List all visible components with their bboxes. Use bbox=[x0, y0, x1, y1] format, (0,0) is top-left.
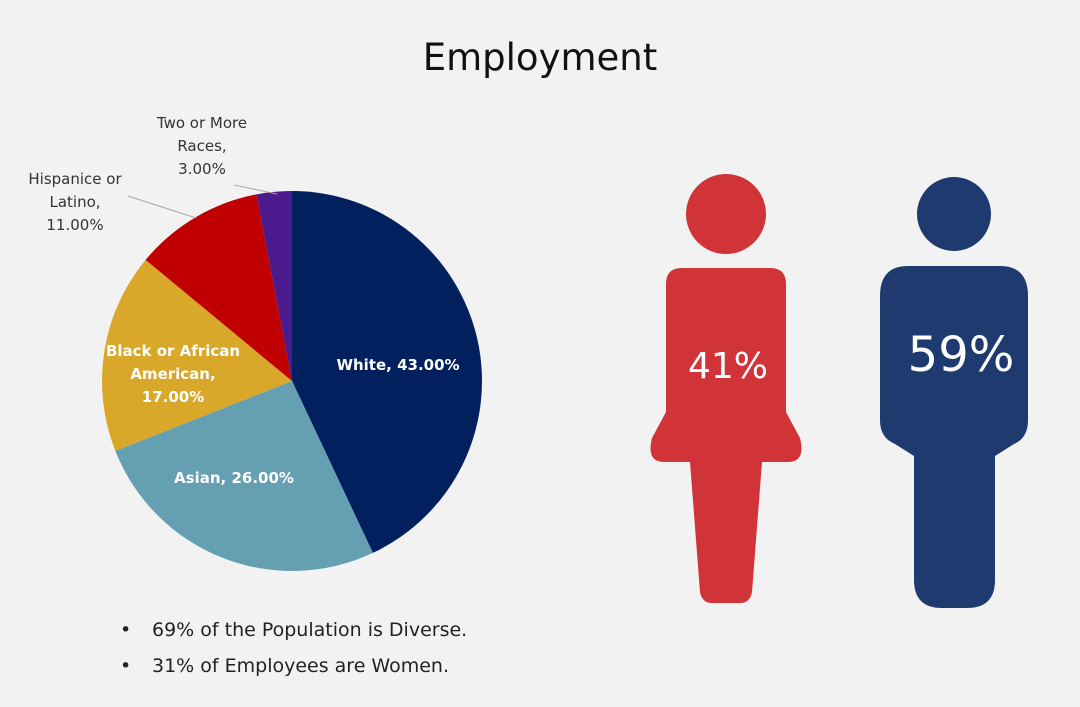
slice-label: Two or More Races, 3.00% bbox=[156, 114, 247, 178]
bullet-dot: • bbox=[120, 619, 132, 641]
slice-label: Asian, 26.00% bbox=[174, 469, 294, 487]
pie-slice-asian bbox=[115, 381, 373, 571]
slice-label-line: American, bbox=[130, 365, 215, 383]
slice-label-line: Two or More bbox=[156, 114, 247, 132]
man-figure: 59% bbox=[880, 177, 1028, 608]
woman-figure: 41% bbox=[650, 174, 802, 603]
slice-label-line: 17.00% bbox=[142, 388, 204, 406]
slice-label-line: White, 43.00% bbox=[336, 356, 459, 374]
bullet-item: • 69% of the Population is Diverse. bbox=[120, 617, 467, 653]
bullet-item: • 31% of Employees are Women. bbox=[120, 653, 467, 689]
slice-label-line: Latino, bbox=[49, 193, 100, 211]
pie-slice-black-or-african-american bbox=[102, 259, 293, 451]
bullet-text: 31% of Employees are Women. bbox=[152, 655, 450, 677]
slice-label: Hispanice or Latino, 11.00% bbox=[28, 170, 122, 234]
man-body bbox=[880, 266, 1028, 608]
bullet-dot: • bbox=[120, 655, 132, 677]
women-percent: 41% bbox=[688, 346, 768, 387]
bullet-list: • 69% of the Population is Diverse. • 31… bbox=[120, 617, 467, 689]
pie-slice-two-or-more-races bbox=[256, 191, 292, 381]
slice-label-line: Races, bbox=[177, 137, 226, 155]
slice-label: White, 43.00% bbox=[336, 356, 459, 374]
man-head bbox=[917, 177, 991, 251]
page-title: Employment bbox=[422, 36, 658, 79]
slice-label: Black or African American, 17.00% bbox=[106, 342, 240, 406]
slice-label-line: 3.00% bbox=[178, 160, 226, 178]
bullet-text: 69% of the Population is Diverse. bbox=[152, 619, 468, 641]
men-percent: 59% bbox=[908, 327, 1015, 383]
woman-head bbox=[686, 174, 766, 254]
leader-line bbox=[127, 195, 197, 219]
slice-label-line: Asian, 26.00% bbox=[174, 469, 294, 487]
pie-slice-white bbox=[292, 191, 483, 553]
woman-body bbox=[650, 268, 802, 603]
pie-slice-hispanice-or-latino bbox=[145, 194, 292, 381]
slice-label-line: Hispanice or bbox=[28, 170, 122, 188]
leader-line bbox=[233, 184, 278, 195]
slice-label-line: Black or African bbox=[106, 342, 240, 360]
slice-label-line: 11.00% bbox=[46, 216, 103, 234]
